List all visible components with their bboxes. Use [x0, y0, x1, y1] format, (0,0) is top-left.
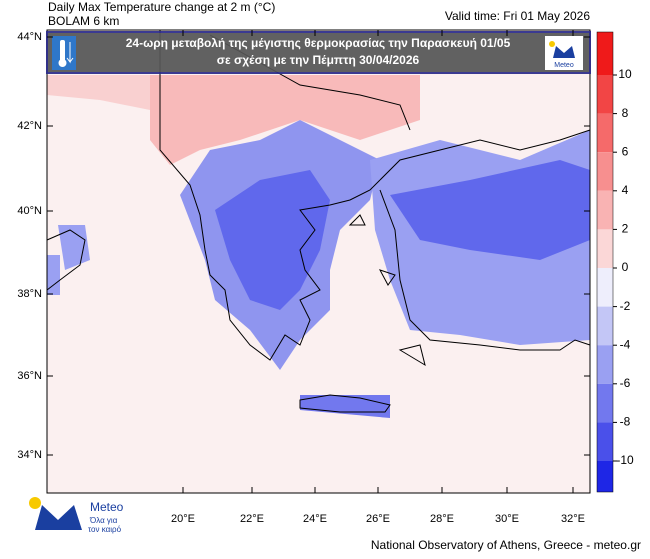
colorbar-segment [597, 152, 613, 191]
lat-label: 36°N [17, 370, 42, 382]
lon-label: 28°E [430, 513, 454, 525]
colorbar-segment [597, 229, 613, 268]
lon-label: 26°E [366, 513, 390, 525]
lon-label: 32°E [561, 513, 585, 525]
colorbar-label: -2 [620, 299, 631, 313]
banner-logo: Meteo [554, 62, 574, 69]
colorbar-label: 0 [622, 260, 629, 274]
colorbar-label: 2 [622, 222, 629, 236]
lon-label: 22°E [240, 513, 264, 525]
colorbar-label: 8 [622, 106, 629, 120]
lat-label: 44°N [17, 31, 42, 43]
colorbar-segment [597, 268, 613, 307]
banner-line: 24-ωρη μεταβολή της μέγιστης θερμοκρασία… [126, 36, 511, 50]
colorbar-label: 10 [618, 67, 632, 81]
colorbar-label: 4 [622, 183, 629, 197]
valid-time: Valid time: Fri 01 May 2026 [445, 9, 590, 23]
colorbar-segment [597, 422, 613, 461]
colorbar-label: 6 [622, 144, 629, 158]
title: Daily Max Temperature change at 2 m (°C) [48, 0, 275, 14]
colorbar-segment [597, 190, 613, 230]
colorbar-segment [597, 75, 613, 114]
footer-logo-text: Meteo [90, 500, 124, 514]
lon-label: 20°E [171, 513, 195, 525]
credit: National Observatory of Athens, Greece -… [371, 538, 641, 552]
lat-label: 40°N [17, 205, 42, 217]
colorbar-label: -6 [620, 376, 631, 390]
colorbar-segment [597, 461, 613, 492]
colorbar: 10 8 6 4 2 0 -2 -4 -6 -8 -10 [596, 31, 634, 493]
model: BOLAM 6 km [48, 14, 119, 28]
lat-label: 38°N [17, 288, 42, 300]
colorbar-label: -10 [616, 453, 634, 467]
banner-line: σε σχέση με την Πέμπτη 30/04/2026 [217, 53, 420, 67]
footer-logo: Meteo Όλα για τον καιρό [29, 497, 124, 534]
lon-label: 24°E [303, 513, 327, 525]
colorbar-segment [597, 306, 613, 346]
slogan: Όλα για [89, 516, 118, 525]
banner: 24-ωρη μεταβολή της μέγιστης θερμοκρασία… [46, 31, 591, 74]
colorbar-segment [597, 32, 613, 75]
lat-label: 42°N [17, 120, 42, 132]
colorbar-frame [596, 31, 614, 493]
lon-label: 30°E [495, 513, 519, 525]
colorbar-segment [597, 113, 613, 153]
map [46, 29, 591, 494]
axes: 44°N 42°N 40°N 38°N 36°N 34°N 20°E 22°E 24°E 26°E… [17, 30, 590, 525]
colorbar-segment [597, 383, 613, 423]
colorbar-label: -4 [620, 337, 631, 351]
lat-label: 34°N [17, 449, 42, 461]
slogan: τον καιρό [88, 525, 122, 534]
colorbar-segment [597, 345, 613, 384]
colorbar-label: -8 [620, 415, 631, 429]
